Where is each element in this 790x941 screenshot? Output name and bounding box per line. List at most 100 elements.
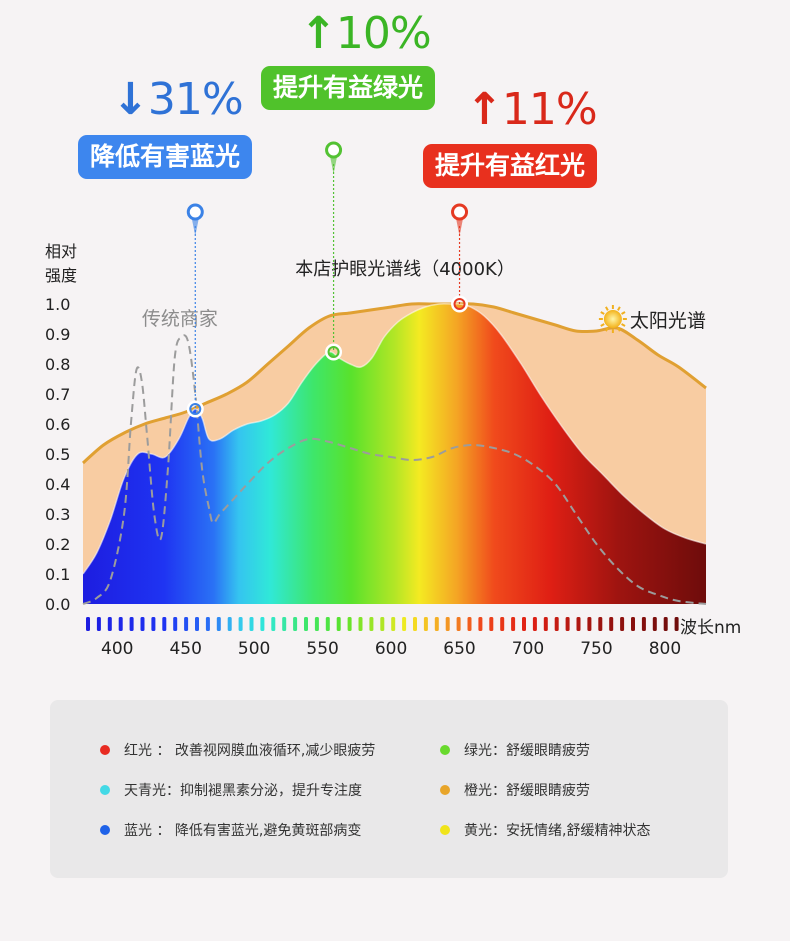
sun-ray — [621, 311, 626, 315]
wavelength-color-swatch — [173, 617, 178, 631]
wavelength-color-swatch — [413, 617, 417, 631]
wavelength-color-swatch — [151, 617, 156, 631]
green-percent: ↑10% — [300, 8, 432, 59]
y-axis-label-line2: 强度 — [45, 266, 77, 285]
wavelength-color-swatch — [674, 617, 679, 631]
wavelength-color-swatch — [249, 617, 254, 631]
data-point-marker — [189, 403, 202, 415]
x-tick-label: 650 — [443, 639, 475, 659]
x-tick-label: 800 — [649, 639, 681, 659]
wavelength-color-swatch — [336, 617, 341, 631]
sun-icon — [598, 305, 627, 333]
red-percent: ↑11% — [466, 84, 598, 135]
wavelength-color-swatch — [195, 617, 199, 631]
wavelength-color-swatch — [434, 617, 439, 631]
data-point-marker-halo — [325, 343, 343, 361]
wavelength-color-swatch — [205, 617, 210, 631]
wavelength-color-swatch — [184, 617, 189, 631]
wavelength-color-swatch — [86, 617, 90, 631]
x-tick-label: 750 — [580, 639, 612, 659]
wavelength-color-swatch — [423, 617, 428, 631]
y-tick-label: 0.8 — [45, 355, 70, 374]
wavelength-color-swatch — [369, 617, 374, 631]
y-tick-label: 0.6 — [45, 415, 70, 434]
y-axis-label-line1: 相对 — [45, 242, 77, 261]
wavelength-color-swatch — [652, 617, 657, 631]
wavelength-color-swatch — [598, 617, 603, 631]
boost-green-badge: 提升有益绿光 — [261, 66, 436, 110]
legend-panel: 红光 ： 改善视网膜血液循环,减少眼疲劳 绿光：舒缓眼睛疲劳 天青光：抑制褪黑素… — [50, 700, 728, 878]
wavelength-color-swatch — [467, 617, 472, 631]
traditional-spectrum-line — [82, 334, 707, 605]
cyan-dot-icon — [100, 785, 110, 795]
y-tick-label: 0.4 — [45, 475, 70, 494]
orange-dot-icon — [440, 785, 450, 795]
pin-tail — [191, 216, 200, 236]
eye-care-spectrum-edge — [82, 303, 707, 575]
sun-disc — [603, 310, 622, 328]
wavelength-color-swatch — [227, 617, 232, 631]
sun-ray — [600, 323, 605, 327]
wavelength-color-swatch — [511, 617, 516, 631]
blue-percent: ↓31% — [112, 74, 244, 125]
boost-red-badge: 提升有益红光 — [423, 144, 598, 188]
pin-tail — [329, 154, 338, 174]
x-tick-label: 600 — [375, 639, 407, 659]
wavelength-color-swatch — [96, 617, 101, 631]
wavelength-color-swatch — [456, 617, 461, 631]
legend-item-orange: 橙光：舒缓眼睛疲劳 — [440, 780, 590, 800]
legend-item-yellow: 黄光：安抚情绪,舒缓精神状态 — [440, 820, 650, 840]
x-tick-label: 500 — [238, 639, 270, 659]
y-tick-label: 1.0 — [45, 295, 70, 314]
down-arrow-icon: ↓ — [112, 74, 149, 125]
wavelength-color-swatch — [304, 617, 308, 631]
sun-ray — [617, 306, 621, 311]
up-arrow-icon: ↑ — [300, 8, 337, 59]
y-tick-label: 0.2 — [45, 535, 70, 554]
y-tick-label: 0.0 — [45, 595, 70, 614]
red-dot-icon — [100, 745, 110, 755]
sun-ray — [621, 323, 626, 327]
wavelength-color-swatch — [663, 617, 668, 631]
y-tick-label: 0.1 — [45, 565, 70, 584]
wavelength-color-swatch — [631, 617, 635, 631]
wavelength-color-swatch — [609, 617, 614, 631]
wavelength-color-swatch — [314, 617, 319, 631]
wavelength-color-swatch — [500, 617, 505, 631]
wavelength-color-swatch — [522, 617, 526, 631]
wavelength-color-swatch — [489, 617, 494, 631]
traditional-series-label: 传统商家 — [142, 308, 218, 330]
wavelength-color-swatch — [325, 617, 330, 631]
x-tick-label: 550 — [306, 639, 338, 659]
reduce-blue-badge: 降低有害蓝光 — [78, 135, 253, 179]
wavelength-color-swatch — [238, 617, 243, 631]
wavelength-color-swatch — [347, 617, 352, 631]
wavelength-color-swatch — [118, 617, 123, 631]
sun-ray — [600, 311, 605, 315]
wavelength-color-swatch — [293, 617, 298, 631]
data-point-marker-halo — [451, 295, 469, 313]
sun-spectrum-line — [82, 302, 707, 465]
eye-care-spectrum-area — [83, 303, 706, 604]
wavelength-color-swatch — [282, 617, 287, 631]
sun-ray — [605, 327, 609, 332]
up-arrow-icon: ↑ — [466, 84, 503, 135]
wavelength-color-swatch — [260, 617, 265, 631]
wavelength-color-swatch — [478, 617, 483, 631]
pin-tail — [455, 216, 464, 236]
legend-item-blue: 蓝光 ： 降低有害蓝光,避免黄斑部病变 — [100, 820, 361, 840]
wavelength-color-swatch — [543, 617, 548, 631]
wavelength-color-swatch — [532, 617, 537, 631]
y-tick-label: 0.9 — [45, 325, 70, 344]
green-dot-icon — [440, 745, 450, 755]
legend-item-green: 绿光：舒缓眼睛疲劳 — [440, 740, 590, 760]
sun-ray — [605, 306, 609, 311]
eye-care-series-label: 本店护眼光谱线（4000K） — [295, 259, 515, 280]
wavelength-color-swatch — [445, 617, 450, 631]
location-pin-icon — [451, 203, 469, 221]
wavelength-color-swatch — [641, 617, 646, 631]
wavelength-color-swatch — [358, 617, 363, 631]
wavelength-color-swatch — [620, 617, 625, 631]
x-tick-label: 450 — [169, 639, 201, 659]
wavelength-color-swatch — [140, 617, 145, 631]
